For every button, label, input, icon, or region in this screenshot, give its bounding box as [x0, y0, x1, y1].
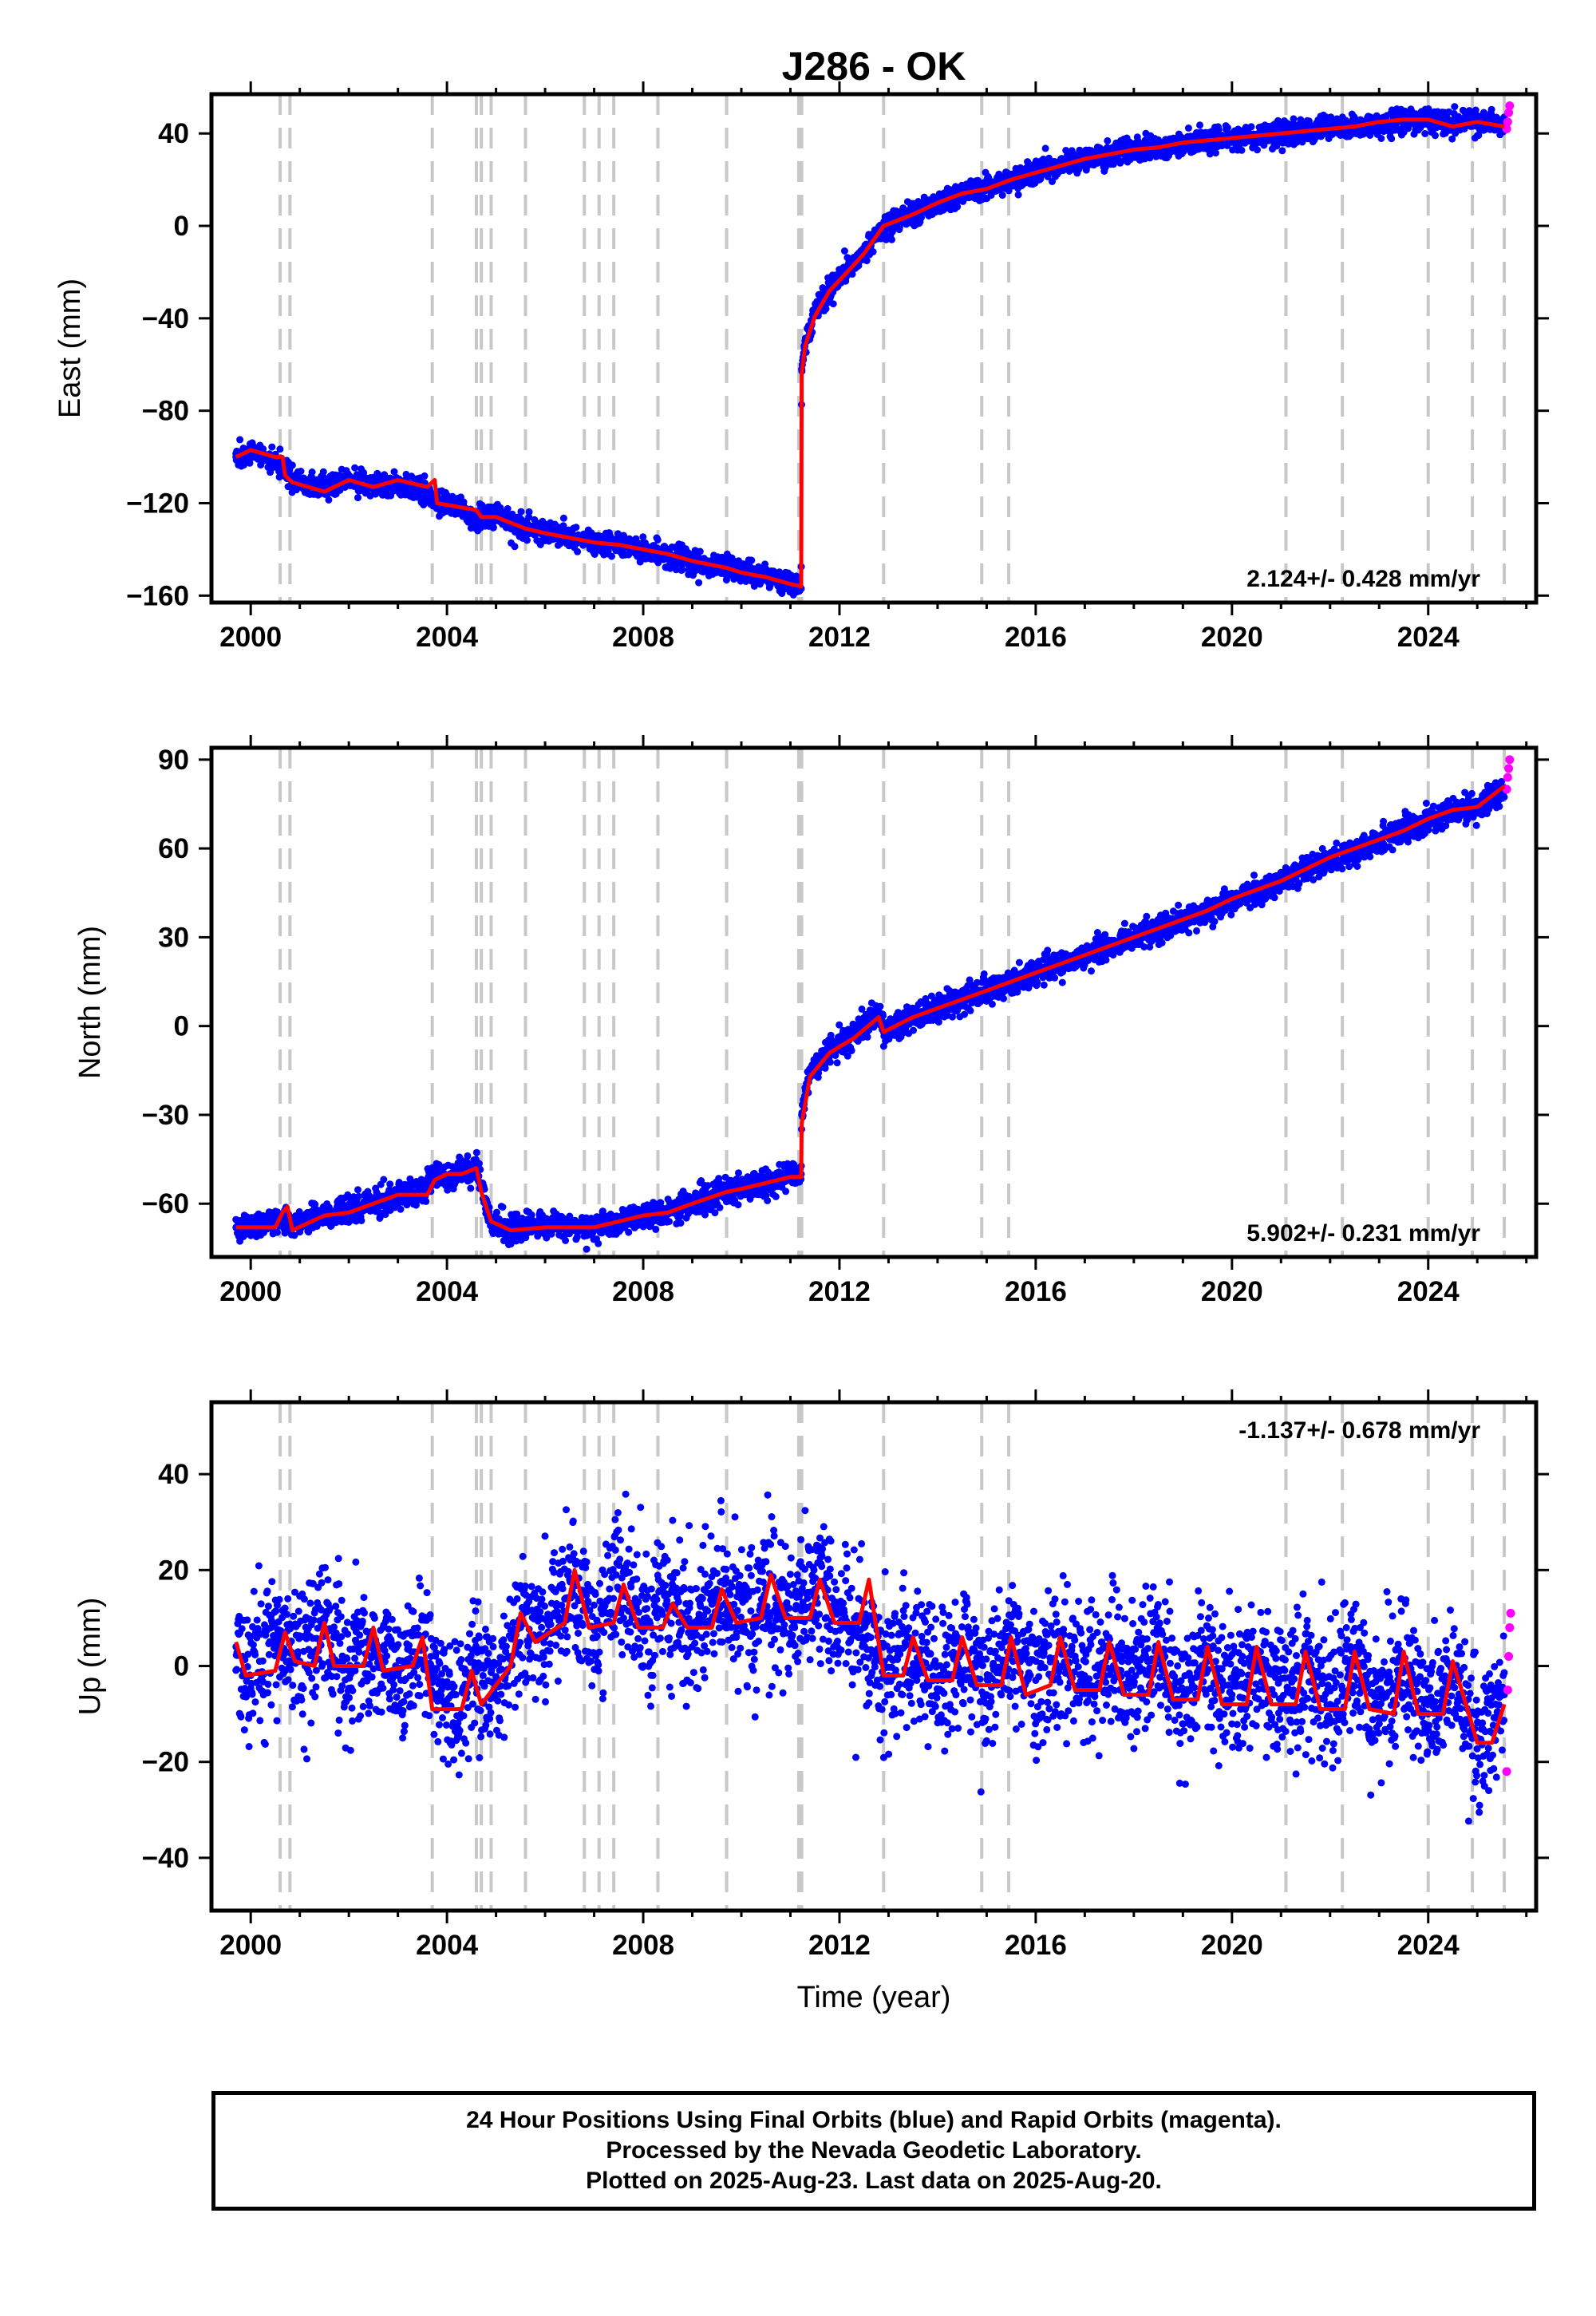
x-tick-label: 2004	[416, 1930, 478, 1961]
x-tick-label: 2012	[808, 1930, 871, 1961]
velocity-rate-label: 2.124+/- 0.428 mm/yr	[1246, 566, 1480, 592]
plot-frame	[209, 1400, 1539, 1913]
final-orbit-point	[418, 488, 426, 496]
rapid-orbit-point	[1503, 1686, 1512, 1695]
final-orbit-point	[443, 1701, 451, 1709]
model-line	[235, 117, 1505, 589]
rapid-orbit-point	[1505, 755, 1515, 765]
x-tick-label: 2016	[1005, 1276, 1067, 1307]
final-orbit-point	[1130, 1682, 1138, 1690]
up-panel: 2000 2004 2008 2012 2016 2020 2024 40 20 0 −20 −40 U…	[73, 1389, 1549, 1961]
final-orbit-point	[271, 1638, 279, 1646]
footer-note-box: 24 Hour Positions Using Final Orbits (bl…	[211, 2091, 1536, 2211]
footer-line-3: Plotted on 2025-Aug-23. Last data on 202…	[586, 2168, 1162, 2194]
rapid-orbit-point	[1505, 1622, 1515, 1632]
final-orbit-point	[1179, 1686, 1187, 1694]
plot-area	[232, 94, 1515, 603]
y-tick-label: 20	[158, 1555, 189, 1586]
y-tick-label: −20	[142, 1747, 189, 1778]
y-axis-title: Up (mm)	[73, 1598, 107, 1716]
y-tick-label: 40	[158, 118, 189, 149]
final-orbit-point	[320, 480, 328, 488]
plot-frame	[209, 745, 1539, 1259]
x-tick-label: 2020	[1201, 1276, 1263, 1307]
final-orbit-point	[1326, 1701, 1334, 1709]
final-orbit-point	[394, 1672, 402, 1680]
y-axis-title: East (mm)	[53, 279, 87, 418]
rapid-orbit-point	[1504, 1652, 1514, 1661]
y-tick-label: −60	[142, 1188, 189, 1219]
y-tick-label: 60	[158, 833, 189, 864]
x-tick-label: 2024	[1397, 622, 1460, 653]
y-tick-label: −120	[126, 488, 189, 519]
final-orbit-point	[1032, 1677, 1040, 1685]
rapid-orbit-point	[1503, 117, 1512, 127]
y-tick-label: 0	[174, 1651, 189, 1682]
rapid-orbit-point	[1502, 124, 1511, 133]
x-tick-label: 2024	[1397, 1276, 1460, 1307]
x-tick-label: 2012	[808, 622, 871, 653]
y-tick-label: −40	[142, 1843, 189, 1874]
plot-area	[232, 748, 1515, 1257]
final-orbits-points	[232, 103, 1508, 599]
rapid-orbit-point	[1506, 1608, 1515, 1618]
final-orbit-point	[713, 1585, 721, 1593]
y-tick-label: −80	[142, 396, 189, 427]
x-tick-label: 2016	[1005, 1930, 1067, 1961]
x-tick-label: 2000	[219, 1276, 282, 1307]
footer-line-1: 24 Hour Positions Using Final Orbits (bl…	[466, 2107, 1282, 2133]
x-tick-label: 2024	[1397, 1930, 1460, 1961]
x-tick-label: 2000	[219, 1930, 282, 1961]
y-tick-label: −30	[142, 1100, 189, 1131]
final-orbit-point	[418, 1185, 426, 1193]
final-orbit-point	[431, 1170, 439, 1178]
final-orbit-point	[1277, 1696, 1285, 1704]
x-axis-title: Time (year)	[797, 1981, 951, 2014]
y-tick-label: 90	[158, 745, 189, 776]
final-orbit-point	[1228, 1691, 1236, 1699]
final-orbit-point	[860, 1623, 868, 1631]
model-line	[234, 1567, 1507, 1745]
plot-frame	[209, 92, 1539, 605]
final-orbit-point	[982, 1691, 990, 1699]
footer-line-2: Processed by the Nevada Geodetic Laborat…	[606, 2137, 1142, 2164]
east-panel: 2000 2004 2008 2012 2016 2020 2024 40 0 −40 −80 −12…	[53, 81, 1549, 653]
velocity-rate-label: -1.137+/- 0.678 mm/yr	[1238, 1417, 1480, 1444]
final-orbit-point	[1080, 1682, 1088, 1690]
x-tick-label: 2000	[219, 622, 282, 653]
rapid-orbit-point	[1504, 764, 1514, 773]
y-tick-label: 0	[174, 211, 189, 242]
y-tick-label: 40	[158, 1459, 189, 1490]
final-orbit-point	[875, 1007, 883, 1015]
y-tick-label: −40	[142, 303, 189, 334]
final-orbit-point	[394, 480, 402, 488]
plot-area	[232, 1402, 1515, 1911]
y-tick-label: 30	[158, 922, 189, 953]
x-tick-label: 2012	[808, 1276, 871, 1307]
rapid-orbit-point	[1502, 1767, 1511, 1777]
y-axis-title: North (mm)	[73, 926, 107, 1079]
x-tick-label: 2020	[1201, 622, 1263, 653]
x-tick-label: 2008	[612, 1276, 674, 1307]
x-tick-label: 2008	[612, 1930, 674, 1961]
chart-title: J286 - OK	[782, 44, 966, 89]
x-tick-label: 2020	[1201, 1930, 1263, 1961]
x-tick-label: 2016	[1005, 622, 1067, 653]
model-line	[235, 785, 1506, 1233]
x-tick-label: 2004	[416, 1276, 478, 1307]
final-orbit-point	[345, 1667, 353, 1675]
north-panel: 2000 2004 2008 2012 2016 2020 2024 90 60 30 0 −30 −6…	[73, 735, 1549, 1307]
final-orbits-points	[232, 777, 1508, 1253]
final-orbit-point	[271, 457, 279, 465]
rapid-orbit-point	[1503, 773, 1512, 782]
y-tick-label: −160	[126, 580, 189, 611]
final-orbit-point	[492, 1691, 500, 1699]
velocity-rate-label: 5.902+/- 0.231 mm/yr	[1246, 1220, 1480, 1247]
y-tick-label: 0	[174, 1011, 189, 1042]
x-tick-label: 2004	[416, 622, 478, 653]
x-tick-label: 2008	[612, 622, 674, 653]
rapid-orbit-point	[1504, 108, 1514, 117]
rapid-orbit-point	[1505, 101, 1515, 110]
